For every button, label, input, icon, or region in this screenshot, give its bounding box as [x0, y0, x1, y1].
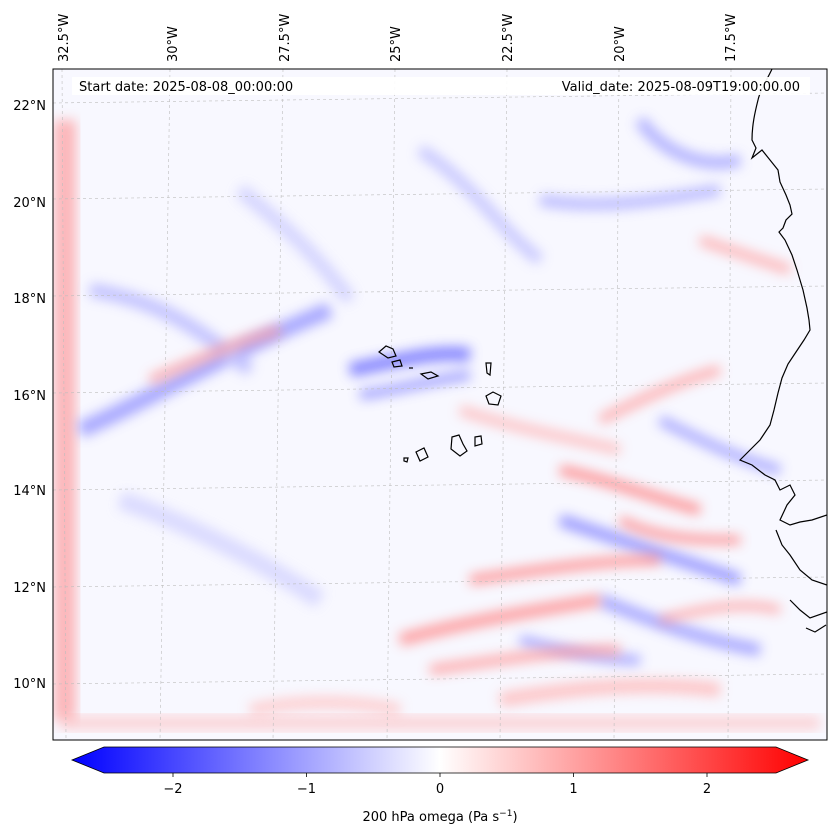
lat-label: 20°N: [13, 196, 46, 211]
lon-label: 30°W: [166, 26, 181, 62]
positive-omega-features: [148, 235, 792, 716]
graticule: [53, 69, 827, 740]
cape-verde-islands: [378, 345, 502, 463]
western-boundary-band: [54, 120, 76, 720]
longitude-labels: 32.5°W 30°W 27.5°W 25°W 22.5°W 20°W 17.5…: [57, 14, 739, 62]
header-bar: [72, 77, 810, 95]
southern-boundary-band: [60, 716, 820, 730]
african-coastline: [738, 69, 827, 633]
start-date-label: Start date: 2025-08-08_00:00:00: [79, 80, 293, 95]
lat-label: 16°N: [13, 389, 46, 404]
colorbar-ticks: −2 −1 0 1 2: [163, 773, 711, 797]
lat-label: 12°N: [13, 581, 46, 596]
colorbar-tick-label: 2: [703, 782, 711, 797]
lat-label: 10°N: [13, 677, 46, 692]
lat-label: 18°N: [13, 292, 46, 307]
colorbar-tick-label: −1: [297, 782, 316, 797]
colorbar-tick-label: −2: [163, 782, 182, 797]
lat-label: 14°N: [13, 484, 46, 499]
colorbar-bar: [70, 746, 810, 774]
lat-label: 22°N: [13, 99, 46, 114]
lon-label: 22.5°W: [501, 14, 516, 62]
lon-label: 32.5°W: [57, 14, 72, 62]
valid-date-label: Valid_date: 2025-08-09T19:00:00.00: [562, 80, 800, 95]
map-frame: [52, 68, 828, 741]
lon-label: 17.5°W: [724, 14, 739, 62]
lon-label: 20°W: [613, 26, 628, 62]
latitude-labels: 22°N 20°N 18°N 16°N 14°N 12°N 10°N: [13, 99, 46, 692]
colorbar-tick-label: 0: [436, 782, 444, 797]
colorbar: −2 −1 0 1 2 200 hPa omega (Pa s−1): [70, 746, 810, 825]
map-panel: Start date: 2025-08-08_00:00:00 Valid_da…: [13, 14, 828, 741]
omega-field: [53, 69, 827, 740]
colorbar-label: 200 hPa omega (Pa s−1): [362, 809, 517, 825]
lon-label: 27.5°W: [278, 14, 293, 62]
colorbar-tick-label: 1: [569, 782, 577, 797]
lon-label: 25°W: [389, 26, 404, 62]
